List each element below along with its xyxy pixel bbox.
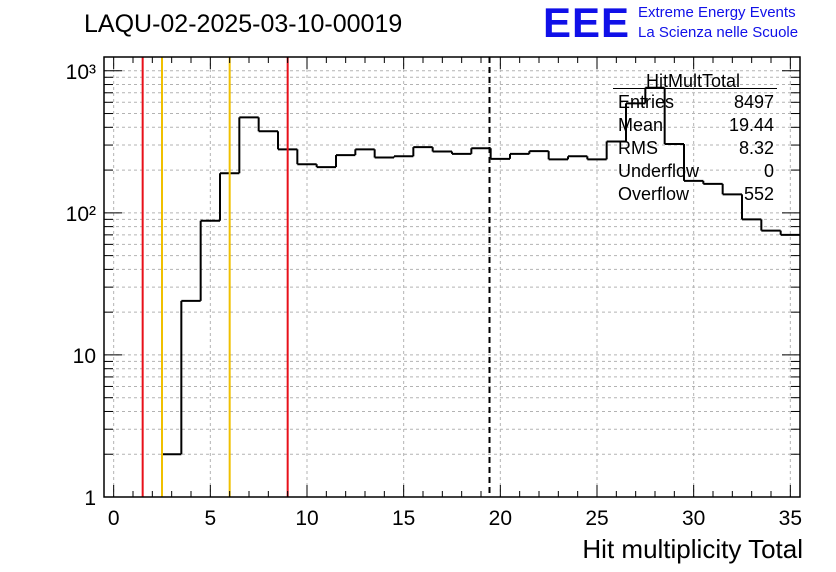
- stats-row-overflow: Overflow 552: [618, 184, 774, 206]
- grid-layer: [104, 57, 800, 497]
- stats-label: Entries: [618, 92, 675, 112]
- logo-line-1: Extreme Energy Events: [638, 4, 796, 21]
- x-tick-label: 30: [682, 507, 705, 530]
- y-tick-label: 10²: [66, 203, 96, 226]
- stats-value: 552: [743, 184, 774, 204]
- logo-line-2: La Scienza nelle Scuole: [638, 24, 799, 41]
- plot-frame: [103, 56, 801, 498]
- stats-row-underflow: Underflow 0: [618, 161, 774, 183]
- x-tick-label: 15: [392, 507, 415, 530]
- stats-row-mean: Mean 19.44: [618, 115, 774, 137]
- x-tick-label: 5: [204, 507, 216, 530]
- stats-divider: [613, 88, 777, 89]
- stats-value: 8.32: [738, 138, 774, 158]
- eee-logo: EEE: [543, 0, 631, 46]
- stats-row-rms: RMS 8.32: [618, 138, 774, 160]
- stats-value: 0: [763, 161, 774, 181]
- stats-title: HitMultTotal: [645, 71, 741, 91]
- stats-label: Underflow: [618, 161, 700, 181]
- x-tick-label: 0: [108, 507, 120, 530]
- stats-value: 8497: [733, 92, 774, 112]
- x-tick-label: 25: [585, 507, 608, 530]
- x-tick-label: 10: [295, 507, 318, 530]
- stats-label: Mean: [618, 115, 664, 135]
- x-tick-label: 35: [779, 507, 802, 530]
- stats-row-entries: Entries 8497: [618, 92, 774, 114]
- y-tick-label: 10³: [66, 61, 96, 84]
- axes-layer: 0 5 10 15 20 25 30 35 1 10 10² 10³: [66, 56, 802, 530]
- x-axis-title: Hit multiplicity Total: [582, 534, 803, 564]
- stats-label: Overflow: [618, 184, 690, 204]
- stats-box: HitMultTotal Entries 8497 Mean 19.44 RMS…: [611, 70, 777, 206]
- x-tick-label: 20: [489, 507, 512, 530]
- marks-layer: [141, 57, 800, 497]
- stats-value: 19.44: [728, 115, 774, 135]
- y-tick-label: 10: [73, 345, 96, 368]
- y-tick-label: 1: [84, 487, 96, 510]
- stats-label: RMS: [618, 138, 658, 158]
- page-title: LAQU-02-2025-03-10-00019: [84, 10, 403, 38]
